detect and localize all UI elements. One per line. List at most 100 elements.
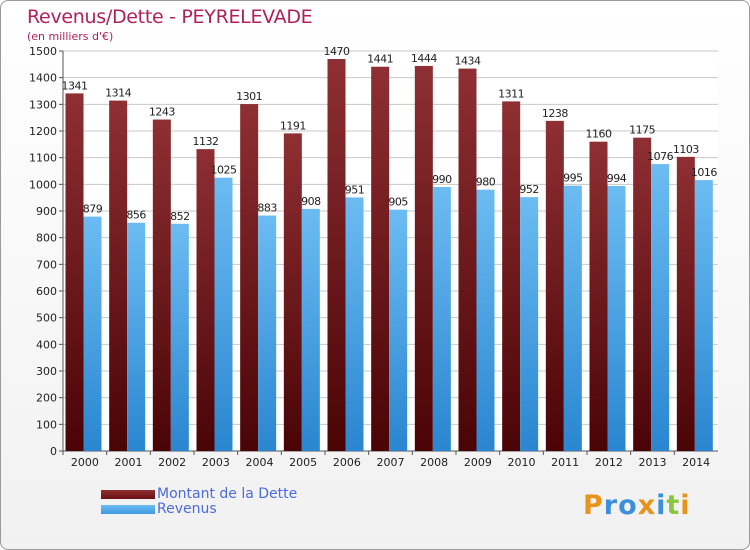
data-label-revenus: 990 [432, 173, 452, 186]
y-tick-label: 100 [36, 418, 57, 431]
bar-dette [283, 133, 302, 451]
bar-revenus [563, 185, 582, 451]
legend-label-revenus: Revenus [157, 501, 217, 517]
bar-dette [676, 156, 695, 451]
data-label-dette: 1470 [324, 45, 350, 58]
data-label-dette: 1238 [542, 107, 568, 120]
y-tick-label: 1500 [29, 45, 57, 58]
x-tick-label: 2003 [202, 456, 230, 469]
data-label-revenus: 879 [83, 203, 103, 216]
bar-revenus [214, 177, 233, 451]
bar-dette [196, 149, 215, 451]
x-tick-label: 2007 [377, 456, 405, 469]
data-label-revenus: 883 [257, 202, 277, 215]
bar-dette [545, 120, 564, 451]
data-label-dette: 1311 [498, 87, 524, 100]
x-tick-label: 2000 [71, 456, 99, 469]
data-label-dette: 1160 [586, 128, 612, 141]
data-label-revenus: 994 [607, 172, 627, 185]
x-tick-label: 2002 [158, 456, 186, 469]
data-label-revenus: 856 [126, 209, 146, 222]
bar-revenus [389, 209, 408, 451]
x-tick-label: 2004 [246, 456, 274, 469]
bar-revenus [651, 164, 670, 452]
data-label-dette: 1341 [62, 79, 88, 92]
bar-dette [371, 66, 390, 451]
bar-revenus [258, 215, 277, 451]
y-tick-label: 1000 [29, 178, 57, 191]
x-tick-label: 2013 [639, 456, 667, 469]
y-tick-label: 1100 [29, 152, 57, 165]
x-tick-label: 2009 [464, 456, 492, 469]
y-tick-label: 600 [36, 285, 57, 298]
data-label-revenus: 908 [301, 195, 321, 208]
y-tick-label: 1400 [29, 72, 57, 85]
data-label-revenus: 905 [388, 196, 408, 209]
data-label-revenus: 980 [476, 176, 496, 189]
x-tick-label: 2011 [551, 456, 579, 469]
bar-revenus [345, 197, 364, 451]
data-label-dette: 1191 [280, 119, 306, 132]
legend-swatch-revenus [101, 505, 155, 514]
chart-unit-label: (en milliers d'€) [27, 30, 114, 43]
x-tick-label: 2005 [289, 456, 317, 469]
y-tick-label: 400 [36, 338, 57, 351]
y-tick-label: 1300 [29, 98, 57, 111]
chart-title: Revenus/Dette - PEYRELEVADE [27, 6, 313, 28]
y-tick-label: 1200 [29, 125, 57, 138]
bar-revenus [476, 189, 495, 451]
x-tick-label: 2008 [420, 456, 448, 469]
data-label-dette: 1132 [193, 135, 219, 148]
y-tick-label: 0 [50, 445, 57, 458]
data-label-revenus: 1076 [647, 150, 673, 163]
data-label-dette: 1103 [673, 143, 699, 156]
bar-dette [502, 101, 521, 452]
data-label-revenus: 1025 [211, 164, 237, 177]
bar-revenus [432, 187, 451, 451]
proxiti-logo: Proxiti [583, 490, 691, 521]
data-label-dette: 1434 [455, 55, 481, 68]
data-label-revenus: 952 [519, 183, 539, 196]
x-tick-label: 2014 [682, 456, 710, 469]
data-label-dette: 1243 [149, 106, 175, 119]
bar-revenus [520, 197, 539, 451]
x-tick-label: 2010 [508, 456, 536, 469]
data-label-dette: 1441 [367, 53, 393, 66]
data-label-dette: 1444 [411, 52, 437, 65]
bar-dette [414, 65, 433, 451]
y-tick-label: 800 [36, 232, 57, 245]
data-label-revenus: 995 [563, 172, 583, 185]
data-label-dette: 1314 [105, 87, 131, 100]
bar-revenus [301, 208, 320, 451]
legend-swatch-dette [101, 490, 155, 499]
bar-dette [589, 141, 608, 451]
data-label-revenus: 951 [345, 183, 365, 196]
bar-revenus [170, 223, 189, 451]
x-tick-label: 2001 [115, 456, 143, 469]
data-label-revenus: 852 [170, 210, 190, 223]
bar-revenus [127, 222, 146, 451]
bar-revenus [607, 185, 626, 451]
bar-dette [152, 119, 171, 452]
bar-dette [633, 137, 652, 451]
data-label-dette: 1301 [236, 90, 262, 103]
y-tick-label: 900 [36, 205, 57, 218]
y-tick-label: 700 [36, 258, 57, 271]
bar-dette [109, 100, 128, 451]
x-tick-label: 2006 [333, 456, 361, 469]
data-label-revenus: 1016 [691, 166, 717, 179]
y-tick-label: 200 [36, 392, 57, 405]
bar-revenus [694, 180, 713, 452]
legend-label-dette: Montant de la Dette [157, 486, 298, 502]
data-label-dette: 1175 [629, 124, 655, 137]
bar-dette [327, 59, 346, 451]
bar-dette [458, 68, 477, 451]
y-tick-label: 300 [36, 365, 57, 378]
bar-revenus [83, 216, 102, 451]
y-tick-label: 500 [36, 312, 57, 325]
x-tick-label: 2012 [595, 456, 623, 469]
bar-dette [65, 93, 84, 452]
bar-dette [240, 104, 259, 452]
